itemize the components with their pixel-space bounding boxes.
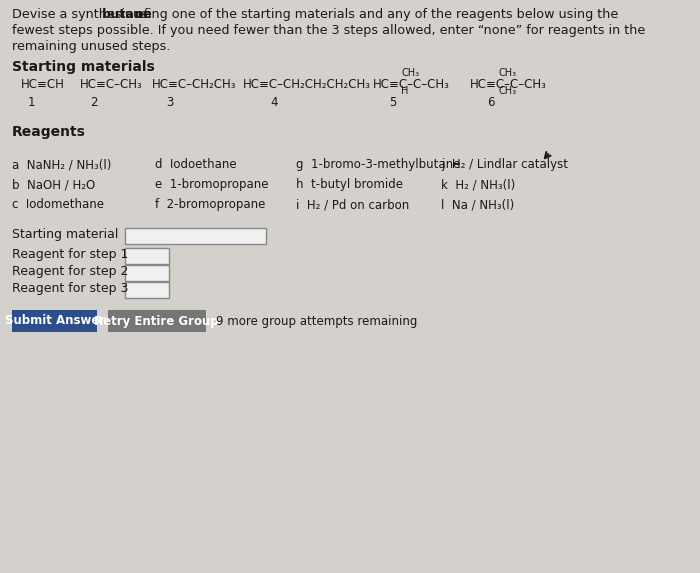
Text: Starting materials: Starting materials [12,60,155,74]
Text: f  2-bromopropane: f 2-bromopropane [155,198,265,211]
Text: Submit Answer: Submit Answer [5,315,105,328]
Text: Retry Entire Group: Retry Entire Group [94,315,219,328]
Text: b  NaOH / H₂O: b NaOH / H₂O [12,178,95,191]
Text: 6: 6 [487,96,494,109]
Text: CH₃: CH₃ [499,68,517,78]
Text: 1: 1 [27,96,35,109]
Bar [125,248,169,264]
Text: 9 more group attempts remaining: 9 more group attempts remaining [216,315,417,328]
Text: using one of the starting materials and any of the reagents below using the: using one of the starting materials and … [129,8,618,21]
Text: Starting material: Starting material [12,228,118,241]
Text: Devise a synthesis of: Devise a synthesis of [12,8,153,21]
Text: butane: butane [102,8,153,21]
Text: 5: 5 [389,96,397,109]
Text: e  1-bromopropane: e 1-bromopropane [155,178,268,191]
Text: c  Iodomethane: c Iodomethane [12,198,104,211]
Bar [125,265,169,281]
Text: CH₃: CH₃ [499,86,517,96]
Text: HC≡C–C–CH₃: HC≡C–C–CH₃ [470,78,547,91]
Text: 4: 4 [270,96,277,109]
Text: Reagent for step 1: Reagent for step 1 [12,248,128,261]
Text: d  Iodoethane: d Iodoethane [155,158,237,171]
Text: CH₃: CH₃ [402,68,419,78]
Text: fewest steps possible. If you need fewer than the 3 steps allowed, enter “none” : fewest steps possible. If you need fewer… [12,24,645,37]
Text: j  H₂ / Lindlar catalyst: j H₂ / Lindlar catalyst [441,158,568,171]
Text: a  NaNH₂ / NH₃(l): a NaNH₂ / NH₃(l) [12,158,111,171]
Text: H: H [402,86,409,96]
Text: 2: 2 [90,96,98,109]
Text: Reagents: Reagents [12,125,86,139]
Text: remaining unused steps.: remaining unused steps. [12,40,171,53]
Text: HC≡C–CH₂CH₂CH₂CH₃: HC≡C–CH₂CH₂CH₂CH₃ [243,78,370,91]
Text: Reagent for step 3: Reagent for step 3 [12,282,128,295]
Bar [125,282,169,298]
Text: i  H₂ / Pd on carbon: i H₂ / Pd on carbon [295,198,409,211]
Text: Reagent for step 2: Reagent for step 2 [12,265,128,278]
Text: HC≡C–C–CH₃: HC≡C–C–CH₃ [372,78,449,91]
Text: k  H₂ / NH₃(l): k H₂ / NH₃(l) [441,178,515,191]
Text: HC≡C–CH₂CH₃: HC≡C–CH₂CH₃ [152,78,237,91]
Bar [125,228,266,244]
Bar [108,310,206,332]
Text: h  t-butyl bromide: h t-butyl bromide [295,178,402,191]
Text: HC≡C–CH₃: HC≡C–CH₃ [80,78,143,91]
Bar [12,310,97,332]
Text: 3: 3 [166,96,173,109]
Text: g  1-bromo-3-methylbutane: g 1-bromo-3-methylbutane [295,158,460,171]
Text: l  Na / NH₃(l): l Na / NH₃(l) [441,198,514,211]
Text: HC≡CH: HC≡CH [20,78,64,91]
